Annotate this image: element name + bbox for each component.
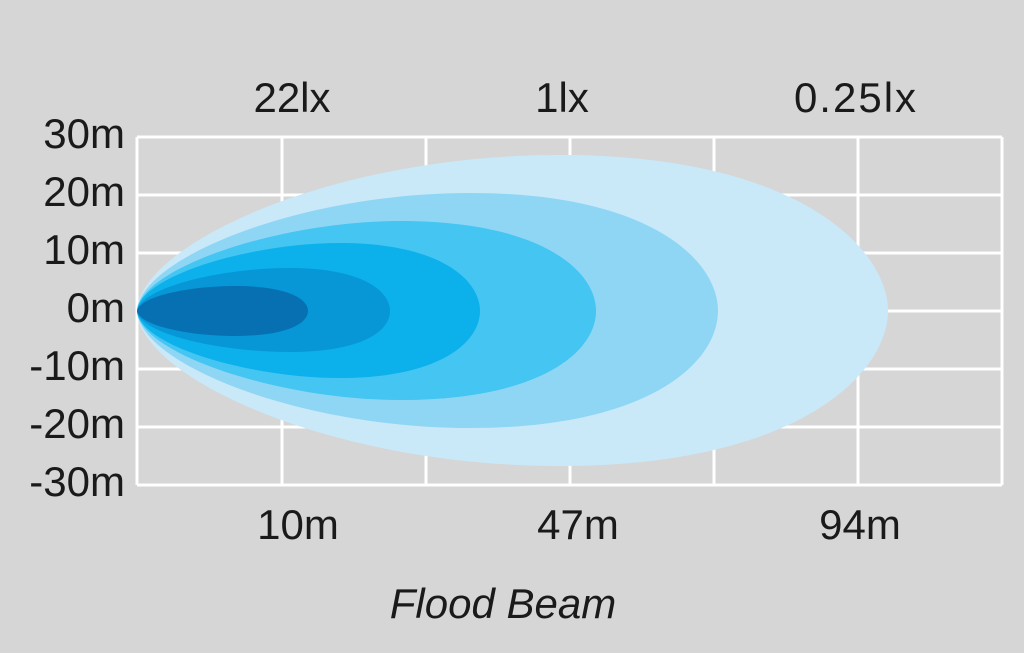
distance-labels: 10m 47m 94m [257,501,901,548]
lux-labels: 22lx 1lx 0.25lx [253,74,918,121]
y-label: -10m [29,342,125,389]
y-label: 10m [43,226,125,273]
distance-label: 47m [537,501,619,548]
y-label: -30m [29,458,125,505]
y-label: 30m [43,110,125,157]
y-axis-labels: 30m 20m 10m 0m -10m -20m -30m [29,110,125,505]
lux-label: 22lx [253,74,330,121]
lux-label: 0.25lx [794,74,918,121]
y-label: -20m [29,400,125,447]
distance-label: 10m [257,501,339,548]
beam [137,155,888,466]
lux-label: 1lx [535,74,589,121]
y-label: 20m [43,168,125,215]
y-label: 0m [67,284,125,331]
title: Flood Beam [390,580,616,627]
distance-label: 94m [819,501,901,548]
